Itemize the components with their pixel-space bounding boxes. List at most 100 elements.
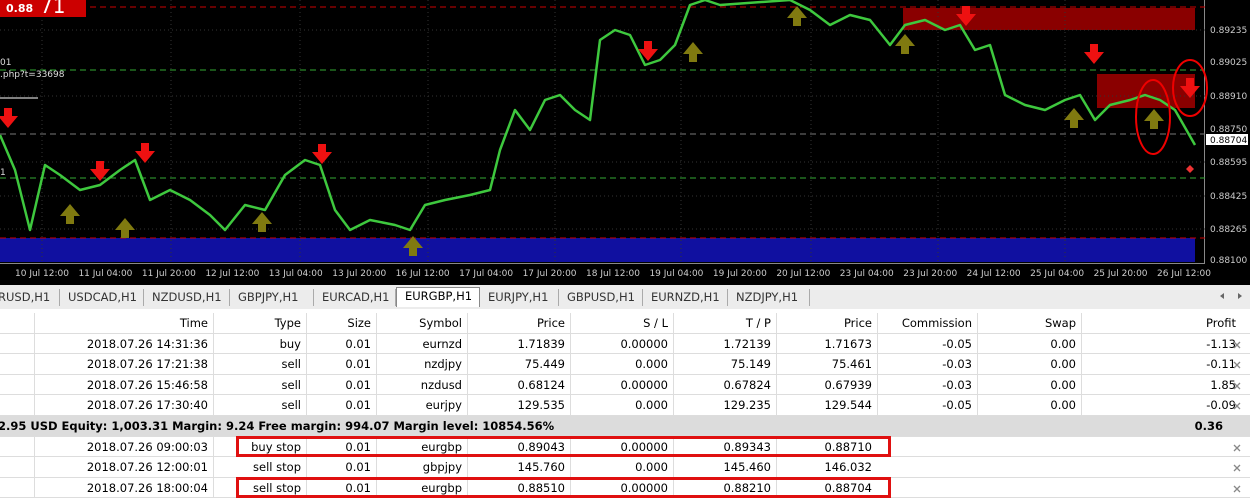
- cell: 0.00: [977, 374, 1076, 395]
- close-button[interactable]: [1233, 361, 1241, 369]
- cell: -0.03: [877, 354, 972, 375]
- cell: Price: [467, 313, 565, 333]
- time-label: 24 Jul 12:00: [967, 269, 1021, 279]
- time-label: 13 Jul 04:00: [269, 269, 323, 279]
- cell: 0.88710: [776, 436, 872, 457]
- cell: 0.00: [977, 333, 1076, 354]
- tab[interactable]: USDCAD,H1: [60, 289, 144, 306]
- highlight: [1172, 59, 1208, 117]
- time-label: 25 Jul 04:00: [1030, 269, 1084, 279]
- cell: eurjpy: [376, 395, 462, 416]
- cell: Size: [306, 313, 371, 333]
- cell: -0.11: [1081, 354, 1236, 375]
- time-label: 11 Jul 20:00: [142, 269, 196, 279]
- cell: 145.460: [673, 457, 771, 478]
- cell: 0.01: [306, 395, 371, 416]
- highlight-box: [236, 435, 891, 458]
- price-label: 0.88100: [1210, 256, 1247, 266]
- close-button[interactable]: [1233, 485, 1241, 493]
- cell: sell: [213, 354, 301, 375]
- tab-bar: [0, 285, 1250, 309]
- cell: 0.01: [306, 333, 371, 354]
- current-price: 0.88704: [1210, 136, 1247, 146]
- tab[interactable]: NZDJPY,H1: [728, 289, 810, 306]
- cell: 2018.07.26 09:00:03: [34, 436, 208, 457]
- cell: 0.89043: [467, 436, 565, 457]
- cell: sell: [213, 374, 301, 395]
- cell: sell: [213, 395, 301, 416]
- cell: 75.461: [776, 354, 872, 375]
- highlight-box: [236, 476, 891, 499]
- price-label: 0.88750: [1210, 125, 1247, 135]
- cell: 0.00: [977, 395, 1076, 416]
- cell: 0.01: [306, 477, 371, 498]
- close-button[interactable]: [1233, 464, 1241, 472]
- cell: nzdjpy: [376, 354, 462, 375]
- tab[interactable]: GBPJPY,H1: [230, 289, 314, 306]
- cell: 145.760: [467, 457, 565, 478]
- cell: 129.235: [673, 395, 771, 416]
- time-label: 16 Jul 12:00: [396, 269, 450, 279]
- cell: 1.72139: [673, 333, 771, 354]
- left-label: .php?t=33698: [0, 70, 65, 80]
- cell: -0.09: [1081, 395, 1236, 416]
- highlight: [1135, 79, 1171, 155]
- tab[interactable]: EURGBP,H1: [396, 287, 480, 307]
- cell: Price: [776, 313, 872, 333]
- close-button[interactable]: [1233, 341, 1241, 349]
- time-label: 19 Jul 04:00: [649, 269, 703, 279]
- cell: 75.149: [673, 354, 771, 375]
- close-button[interactable]: [1233, 444, 1241, 452]
- price-chart: 0.88 71 01 .php?t=33698 1 0.88704 0.8923…: [0, 0, 1250, 309]
- table-header: [0, 313, 1250, 334]
- price-box: [1206, 134, 1248, 145]
- cell: buy stop: [213, 436, 301, 457]
- table-row: [0, 374, 1250, 396]
- summary-profit: 0.36: [1194, 419, 1223, 433]
- tab[interactable]: GBPUSD,H1: [559, 289, 643, 306]
- zone: [0, 238, 1195, 262]
- tab[interactable]: NZDUSD,H1: [144, 289, 230, 306]
- cell: eurgbp: [376, 436, 462, 457]
- grid: [0, 0, 1205, 263]
- cell: eurgbp: [376, 477, 462, 498]
- price-label: 0.89235: [1210, 26, 1247, 36]
- cell: 0.89343: [673, 436, 771, 457]
- price-label: 0.89025: [1210, 58, 1247, 68]
- close-button[interactable]: [1233, 402, 1241, 410]
- cell: 0.000: [570, 395, 668, 416]
- cell: 0.01: [306, 457, 371, 478]
- cell: 1.71673: [776, 333, 872, 354]
- time-label: 11 Jul 04:00: [78, 269, 132, 279]
- tab[interactable]: EURJPY,H1: [480, 289, 559, 306]
- cell: 0.67939: [776, 374, 872, 395]
- tab[interactable]: RUSD,H1: [0, 289, 60, 306]
- cell: 129.535: [467, 395, 565, 416]
- cell: 0.00000: [570, 333, 668, 354]
- price-label: 0.88425: [1210, 192, 1247, 202]
- cell: -1.13: [1081, 333, 1236, 354]
- cell: S / L: [570, 313, 668, 333]
- time-label: 25 Jul 20:00: [1094, 269, 1148, 279]
- cell: 1.85: [1081, 374, 1236, 395]
- cell: eurnzd: [376, 333, 462, 354]
- cell: 75.449: [467, 354, 565, 375]
- zone: [903, 8, 1195, 30]
- time-label: 26 Jul 12:00: [1157, 269, 1211, 279]
- close-button[interactable]: [1233, 382, 1241, 390]
- cell: 146.032: [776, 457, 872, 478]
- cell: 2018.07.26 15:46:58: [34, 374, 208, 395]
- time-label: 20 Jul 12:00: [776, 269, 830, 279]
- left-label: 1: [0, 168, 6, 178]
- table-row: [0, 333, 1250, 355]
- cell: Profit: [1081, 313, 1236, 333]
- tab[interactable]: EURCAD,H1: [314, 289, 396, 306]
- cell: 0.01: [306, 374, 371, 395]
- price-line: [0, 0, 1197, 232]
- table-row: [0, 395, 1250, 416]
- tab[interactable]: EURNZD,H1: [643, 289, 728, 306]
- price-label: 0.88910: [1210, 92, 1247, 102]
- time-label: 23 Jul 20:00: [903, 269, 957, 279]
- table-row: [0, 354, 1250, 375]
